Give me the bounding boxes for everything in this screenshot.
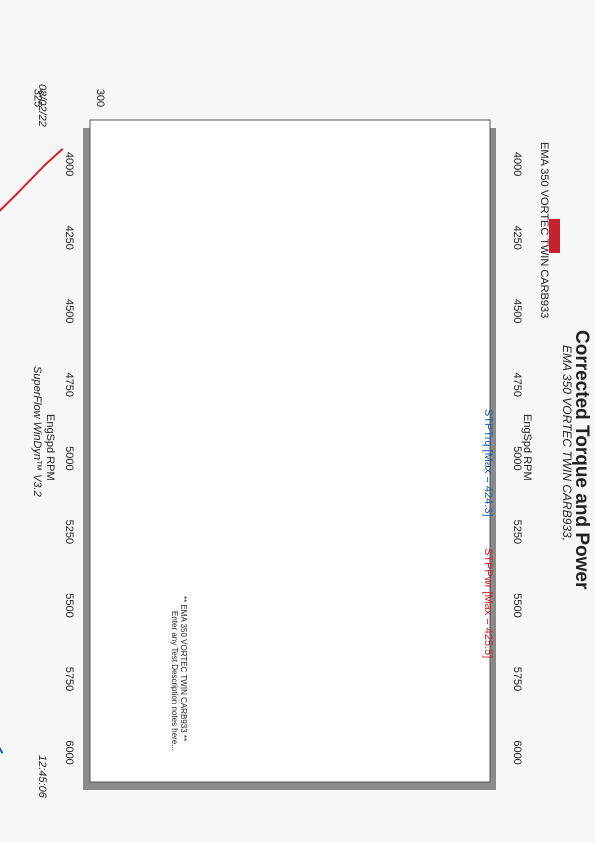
report-time: 12:45:06 [36,755,48,798]
series-label-power: STPPwr [Max = 425.5] [482,548,494,659]
x-tick-label-bottom: 5750 [63,667,75,691]
x-tick-label-bottom: 5500 [63,593,75,617]
x-tick-label-bottom: 4250 [63,225,75,249]
y-tick-label: 300 [94,89,106,107]
plot-area [89,119,491,783]
y-tick-label: 325 [32,89,44,107]
x-axis-label-bottom: EngSpd RPM [44,414,56,481]
x-tick-label-top: 4000 [511,152,523,176]
x-tick-label-top: 4500 [511,299,523,323]
x-tick-label-bottom: 4500 [63,299,75,323]
test-notes-line2: Enter any Test Description notes here... [170,611,179,751]
x-tick-label-top: 6000 [511,740,523,764]
torque-series-line [0,746,4,754]
software-version: SuperFlow WinDyn™ V3.2 [31,366,43,497]
x-tick-label-bottom: 4750 [63,373,75,397]
report-date: 08/02/22 [36,84,48,127]
series-label-torque: STPTrq [Max = 424.3] [482,409,494,517]
chart-subtitle: EMA 350 VORTEC TWIN CARB933, [560,345,574,542]
legend-color-swatch [549,219,560,253]
x-tick-label-bottom: 5250 [63,520,75,544]
test-notes-line1: ** EMA 350 VORTEC TWIN CARB933 ** [179,596,188,742]
x-axis-label-top: EngSpd RPM [521,414,533,481]
x-tick-label-bottom: 6000 [63,740,75,764]
x-tick-label-top: 5750 [511,667,523,691]
x-tick-label-bottom: 5000 [63,446,75,470]
x-tick-label-top: 4250 [511,225,523,249]
x-tick-label-top: 5000 [511,446,523,470]
x-tick-label-top: 5500 [511,593,523,617]
x-tick-label-bottom: 4000 [63,152,75,176]
x-tick-label-top: 4750 [511,373,523,397]
x-tick-label-top: 5250 [511,520,523,544]
legend-name: EMA 350 VORTEC TWIN CARB933 [538,142,550,319]
